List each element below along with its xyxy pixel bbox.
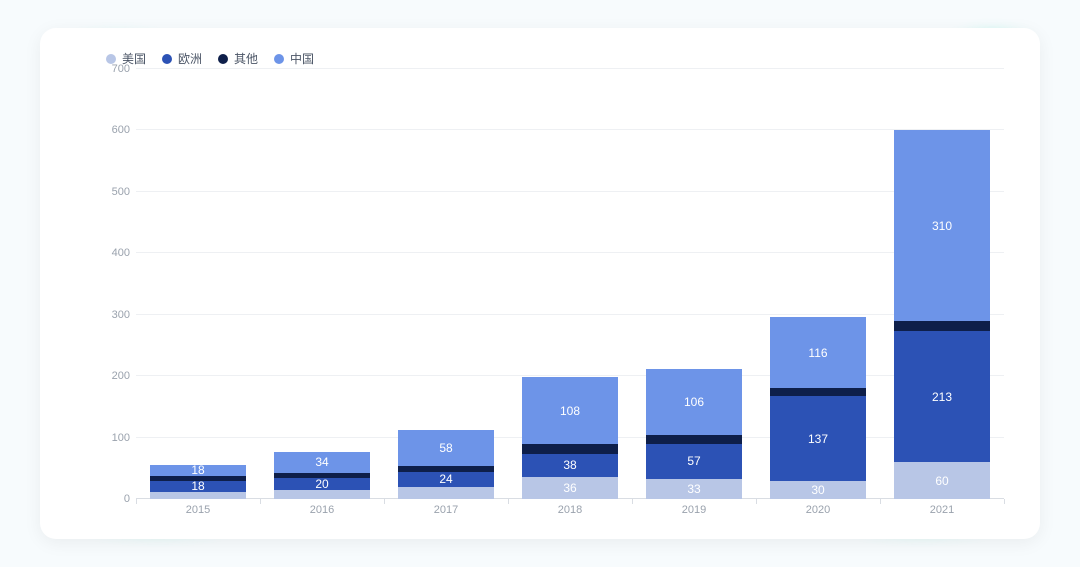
stacked-bar: 60 213 310 bbox=[894, 130, 991, 499]
bar-segment-us: 33 bbox=[646, 479, 743, 499]
bar-value-label: 310 bbox=[932, 219, 952, 233]
legend-label-other: 其他 bbox=[234, 50, 258, 67]
x-tick-mark bbox=[1004, 499, 1005, 504]
legend-item-cn: 中国 bbox=[274, 50, 314, 67]
bar-value-label: 137 bbox=[808, 432, 828, 446]
x-tick-mark bbox=[880, 499, 881, 504]
bar-segment-cn: 58 bbox=[398, 430, 495, 466]
bar-value-label: 58 bbox=[439, 441, 452, 455]
stacked-bar: 33 57 106 bbox=[646, 369, 743, 499]
x-axis: 2015201620172018201920202021 bbox=[136, 499, 1004, 521]
bar-segment-us bbox=[274, 490, 371, 499]
x-tick-label: 2015 bbox=[136, 504, 260, 516]
stacked-bar: 36 38 108 bbox=[522, 377, 619, 499]
bar-segment-eu: 18 bbox=[150, 481, 247, 492]
bar-segment-eu: 24 bbox=[398, 472, 495, 487]
x-tick-label: 2016 bbox=[260, 504, 384, 516]
bar-column: 60 213 310 bbox=[880, 69, 1004, 499]
bar-column: 1818 bbox=[136, 69, 260, 499]
bar-value-label: 116 bbox=[808, 346, 827, 360]
bar-segment-cn: 108 bbox=[522, 377, 619, 443]
bar-value-label: 36 bbox=[563, 481, 576, 495]
y-tick-label: 200 bbox=[112, 370, 130, 382]
stacked-bar: 24 58 bbox=[398, 430, 495, 499]
y-tick-label: 400 bbox=[112, 247, 130, 259]
legend-label-cn: 中国 bbox=[290, 50, 314, 67]
stacked-bar: 2034 bbox=[274, 452, 371, 499]
bar-value-label: 30 bbox=[811, 483, 824, 497]
bar-value-label: 20 bbox=[315, 477, 328, 491]
y-tick-label: 100 bbox=[112, 432, 130, 444]
bar-segment-other bbox=[398, 466, 495, 472]
bar-value-label: 34 bbox=[315, 455, 328, 469]
x-tick-label: 2018 bbox=[508, 504, 632, 516]
stacked-bar: 30 137 116 bbox=[770, 317, 867, 499]
bar-segment-other bbox=[770, 388, 867, 396]
bar-segment-other bbox=[150, 476, 247, 481]
bar-value-label: 18 bbox=[191, 479, 204, 493]
bar-segment-cn: 34 bbox=[274, 452, 371, 473]
bar-segment-eu: 20 bbox=[274, 478, 371, 490]
bar-segment-us: 30 bbox=[770, 481, 867, 499]
x-tick-label: 2020 bbox=[756, 504, 880, 516]
bar-column: 2034 bbox=[260, 69, 384, 499]
bar-segment-cn: 18 bbox=[150, 465, 247, 476]
legend-swatch-eu bbox=[162, 54, 172, 64]
x-tick-mark bbox=[632, 499, 633, 504]
bar-segment-us: 36 bbox=[522, 477, 619, 499]
bar-value-label: 60 bbox=[935, 474, 948, 488]
bar-column: 33 57 106 bbox=[632, 69, 756, 499]
y-tick-label: 500 bbox=[112, 186, 130, 198]
bar-value-label: 213 bbox=[932, 390, 952, 404]
bars-container: 1818203424583638108335710630137116602133… bbox=[136, 69, 1004, 499]
bar-segment-other bbox=[274, 473, 371, 478]
bar-segment-eu: 38 bbox=[522, 454, 619, 477]
x-tick-label: 2017 bbox=[384, 504, 508, 516]
plot-area: 0100200300400500600700 18182034245836381… bbox=[76, 69, 1004, 521]
y-tick-label: 0 bbox=[124, 493, 130, 505]
bar-segment-other bbox=[522, 444, 619, 454]
y-tick-label: 300 bbox=[112, 309, 130, 321]
x-tick-label: 2021 bbox=[880, 504, 1004, 516]
bar-value-label: 18 bbox=[191, 463, 204, 477]
bar-column: 24 58 bbox=[384, 69, 508, 499]
bar-segment-eu: 137 bbox=[770, 396, 867, 480]
bar-value-label: 57 bbox=[687, 454, 700, 468]
legend-swatch-us bbox=[106, 54, 116, 64]
x-tick-label: 2019 bbox=[632, 504, 756, 516]
bar-segment-eu: 57 bbox=[646, 444, 743, 479]
bar-segment-us: 60 bbox=[894, 462, 991, 499]
bar-value-label: 24 bbox=[439, 472, 452, 486]
bar-segment-cn: 310 bbox=[894, 130, 991, 320]
bar-column: 36 38 108 bbox=[508, 69, 632, 499]
legend-swatch-cn bbox=[274, 54, 284, 64]
bar-segment-eu: 213 bbox=[894, 331, 991, 462]
bar-value-label: 108 bbox=[560, 404, 580, 418]
bar-column: 30 137 116 bbox=[756, 69, 880, 499]
bar-segment-other bbox=[646, 435, 743, 444]
bar-segment-other bbox=[894, 321, 991, 331]
legend: 美国 欧洲 其他 中国 bbox=[76, 50, 1004, 67]
bar-segment-cn: 116 bbox=[770, 317, 867, 388]
x-tick-mark bbox=[384, 499, 385, 504]
legend-item-other: 其他 bbox=[218, 50, 258, 67]
bar-segment-us bbox=[398, 487, 495, 499]
x-tick-mark bbox=[136, 499, 137, 504]
chart-card: 美国 欧洲 其他 中国 0100200300400500600700 18182… bbox=[40, 28, 1040, 539]
x-tick-mark bbox=[260, 499, 261, 504]
bar-segment-cn: 106 bbox=[646, 369, 743, 434]
bar-value-label: 38 bbox=[563, 458, 576, 472]
legend-label-eu: 欧洲 bbox=[178, 50, 202, 67]
bar-value-label: 33 bbox=[687, 482, 700, 496]
y-axis: 0100200300400500600700 bbox=[76, 69, 136, 499]
bar-segment-us bbox=[150, 492, 247, 499]
y-tick-label: 600 bbox=[112, 124, 130, 136]
legend-swatch-other bbox=[218, 54, 228, 64]
bar-value-label: 106 bbox=[684, 395, 704, 409]
stacked-bar: 1818 bbox=[150, 465, 247, 499]
x-tick-mark bbox=[756, 499, 757, 504]
x-tick-mark bbox=[508, 499, 509, 504]
y-tick-label: 700 bbox=[112, 63, 130, 75]
legend-item-eu: 欧洲 bbox=[162, 50, 202, 67]
